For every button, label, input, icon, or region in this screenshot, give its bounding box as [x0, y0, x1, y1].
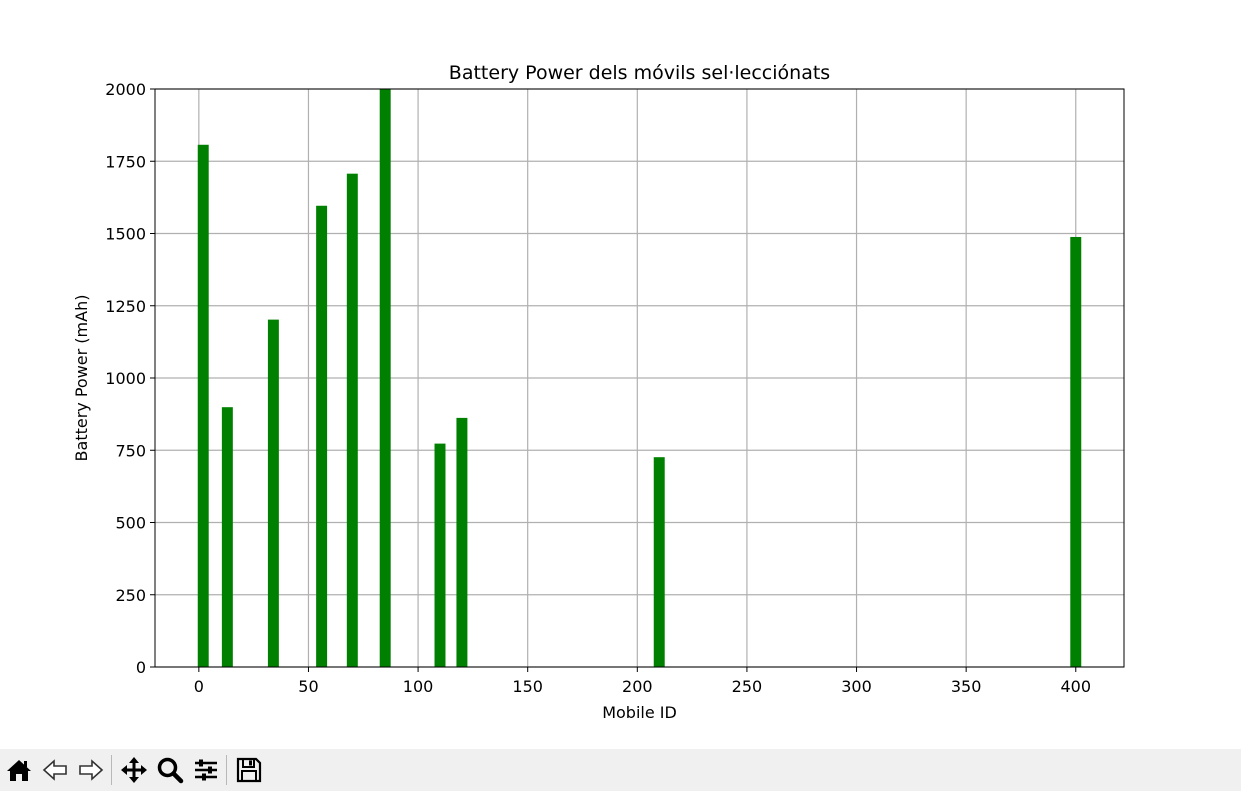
x-tick-label: 200: [622, 677, 653, 696]
floppy-disk-icon: [236, 757, 262, 783]
forward-arrow-icon: [79, 759, 104, 781]
bars: [197, 89, 1082, 668]
x-tick-label: 350: [951, 677, 982, 696]
bar: [316, 205, 328, 668]
back-button[interactable]: [38, 753, 72, 787]
y-tick-label: 250: [115, 586, 146, 605]
y-tick-label: 750: [115, 441, 146, 460]
y-tick-label: 500: [115, 514, 146, 533]
navigation-toolbar: [0, 749, 1241, 791]
save-button[interactable]: [232, 753, 266, 787]
bar: [267, 319, 279, 667]
x-tick-label: 300: [841, 677, 872, 696]
bar: [653, 457, 665, 667]
configure-subplots-button[interactable]: [189, 753, 223, 787]
y-tick-label: 1500: [105, 225, 146, 244]
y-tick-label: 1250: [105, 297, 146, 316]
bar: [1070, 236, 1082, 667]
bar: [221, 407, 233, 667]
magnifier-icon: [157, 757, 184, 784]
bar: [346, 173, 358, 667]
x-axis-ticks: 0 50 100 150 200 250 300 350 400: [194, 667, 1091, 696]
toolbar-separator: [226, 755, 227, 785]
bar: [434, 443, 446, 667]
x-axis-label: Mobile ID: [602, 703, 677, 722]
zoom-button[interactable]: [153, 753, 187, 787]
x-tick-label: 50: [298, 677, 318, 696]
y-tick-label: 1750: [105, 152, 146, 171]
y-tick-label: 2000: [105, 80, 146, 99]
bar: [379, 89, 391, 667]
x-tick-label: 0: [194, 677, 204, 696]
y-tick-label: 1000: [105, 369, 146, 388]
home-icon: [7, 760, 31, 781]
sliders-icon: [195, 759, 217, 781]
chart-title: Battery Power dels móvils sel·lecciónats: [449, 62, 830, 84]
toolbar-separator: [111, 755, 112, 785]
pan-button[interactable]: [117, 753, 151, 787]
home-button[interactable]: [2, 753, 36, 787]
x-tick-label: 150: [512, 677, 543, 696]
x-tick-label: 100: [403, 677, 434, 696]
bar: [456, 417, 468, 667]
bar: [197, 144, 209, 668]
move-icon: [121, 757, 147, 783]
back-arrow-icon: [42, 759, 67, 781]
x-tick-label: 250: [732, 677, 763, 696]
y-axis-ticks: 0 250 500 750 1000 1250 1500 1750 2000: [105, 80, 155, 677]
y-tick-label: 0: [136, 658, 146, 677]
y-axis-label: Battery Power (mAh): [72, 295, 91, 462]
forward-button[interactable]: [74, 753, 108, 787]
chart-figure: 0 50 100 150 200 250 300 350 400 0 250 500 750 1000 1…: [72, 62, 1125, 722]
x-tick-label: 400: [1060, 677, 1091, 696]
